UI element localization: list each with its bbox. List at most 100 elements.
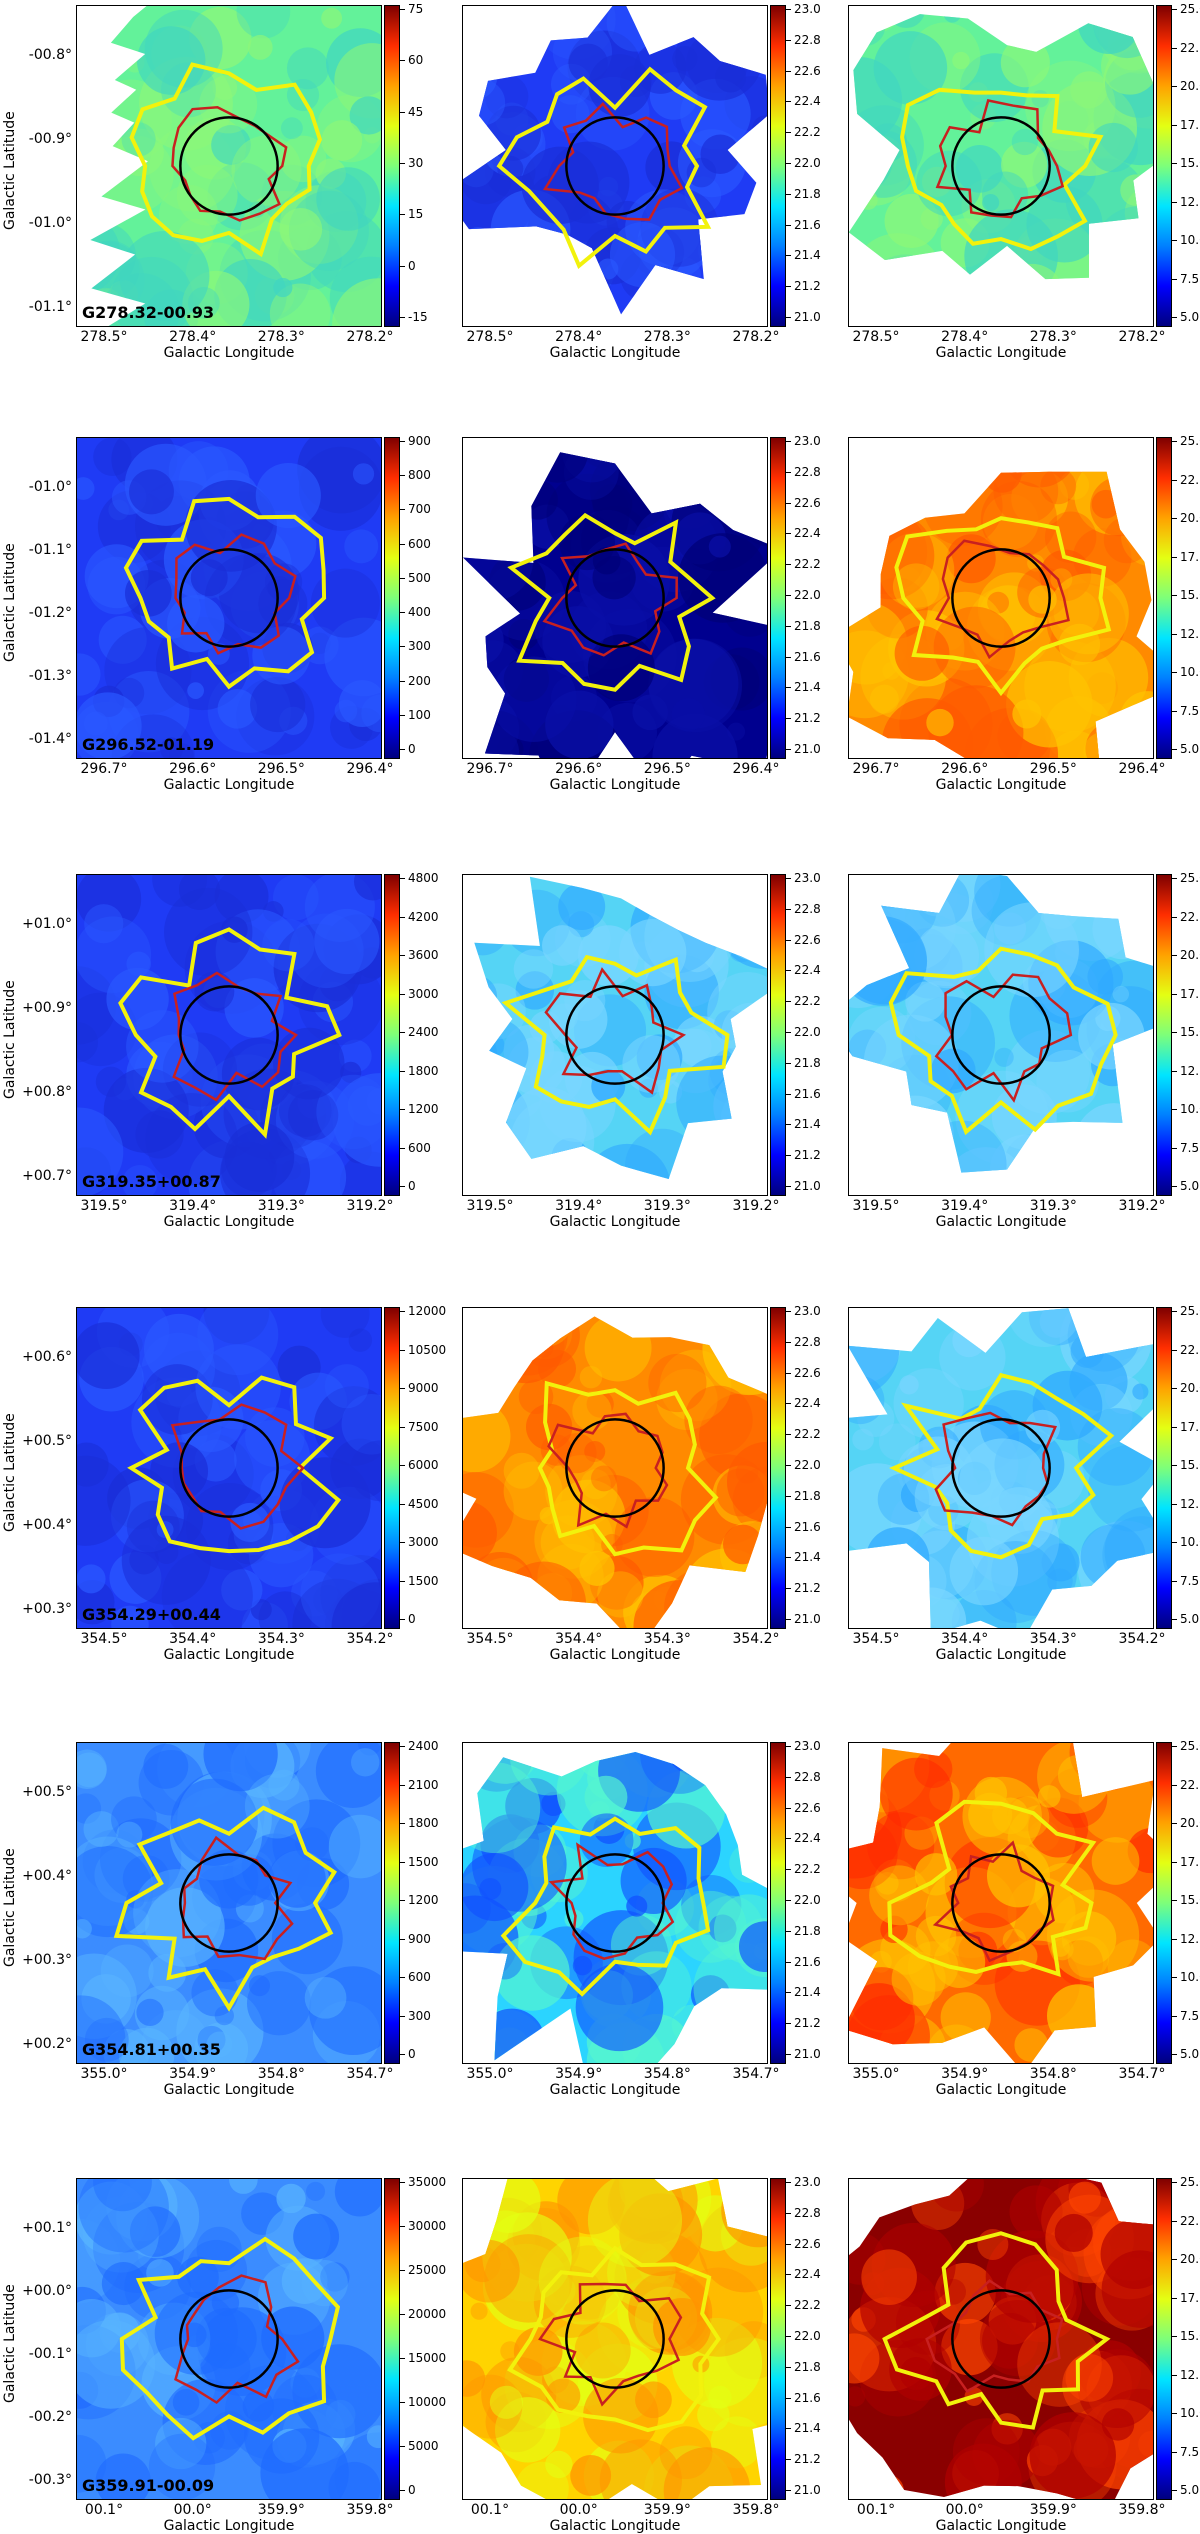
colorbar-tick-label: 1200 [400,1893,439,1907]
x-tick-label: 354.7° [732,2066,780,2082]
colorbar-tick-label: 21.6 [786,2390,821,2405]
colorbar-tick-label: 21.8 [786,618,821,633]
colorbar-tick-label: 25000 [399,2263,447,2277]
y-tick-label: -01.1° [28,542,72,558]
colorbar-tick-label: 10.0 [1172,234,1200,246]
x-tick-label: 00.0° [173,2502,212,2518]
colorbar-tick-label: 21.2 [786,2016,821,2031]
contour-red [542,542,678,657]
map-panel: 25.0 22.5 20.0 17.5 15.0 12.5 10.0 7.5 5.0 319.5°… [848,872,1200,1230]
x-tick-label: 319.4° [555,1198,603,1214]
colorbar-tick-label: 7.5 [1171,1573,1200,1588]
colorbar-tick-label: 23.0 [786,1739,821,1753]
x-tick-label: 359.8° [346,2502,394,2518]
contour-yellow [500,1816,711,1997]
colorbar-tick-label: 2400 [400,1025,439,1039]
map-svg [77,1308,381,1628]
x-tick-label: 278.2° [732,329,780,345]
colorbar-tick-label: 4200 [400,909,439,924]
colorbar-tick-label: 600 [400,1140,431,1155]
colorbar [770,1307,786,1629]
x-tick-label: 296.6° [555,761,603,777]
x-tick-label: 354.4° [169,1631,217,1647]
colorbar-tick-label: -15 [400,310,428,324]
x-tick-label: 355.0° [80,2066,128,2082]
x-tick-label: 278.5° [852,329,900,345]
plot-area [462,1742,768,2064]
map-svg [849,875,1153,1173]
colorbar-tick-label: 500 [400,570,431,585]
contour-yellow [129,62,323,258]
colorbar-tick-label: 22.5 [1172,1344,1200,1356]
plot-area [848,1307,1154,1629]
colorbar-tick-label: 0 [400,1612,416,1626]
colorbar-tick-label: 22.2 [786,557,821,572]
x-tick-label: 354.3° [1029,1631,1077,1647]
colorbar-tick-label: 20.0 [1172,80,1200,92]
aperture-circle [179,985,279,1085]
colorbar-tick-label: 20.0 [1172,1382,1200,1394]
colorbar-tick-label: 5.0 [1171,1612,1200,1626]
map-image [77,438,381,758]
colorbar-tick-label: 21.2 [786,711,821,726]
colorbar-tick-label: 22.6 [786,932,821,947]
colorbar-tick-label: 22.0 [786,2329,821,2343]
colorbar-tick-label: 20.0 [1172,949,1200,961]
x-tick-label: 296.6° [941,761,989,777]
colorbar-tick-label: 10.0 [1172,1103,1200,1115]
colorbar-tick-label: 17.5 [1172,1856,1200,1868]
x-tick-label: 354.5° [852,1631,900,1647]
colorbar-tick-label: 21.0 [786,2047,821,2061]
y-tick-label: -00.3° [28,2472,72,2488]
colorbar-tick-label: 21.4 [786,248,821,263]
aperture-circle [179,1418,279,1518]
x-tick-label: 359.9° [1029,2502,1077,2518]
y-tick-label: +00.9° [22,1000,72,1016]
map-image [849,14,1153,280]
colorbar-tick-label: 12000 [399,1304,447,1318]
colorbar-tick-label: 21.2 [786,279,821,294]
colorbar-tick-label: 22.2 [786,994,821,1009]
map-panel: 25.0 22.5 20.0 17.5 15.0 12.5 10.0 7.5 5.0 354.5°… [848,1305,1200,1663]
plot-area [76,437,382,759]
contour-red [935,99,1065,219]
x-tick-label: 319.3° [257,1198,305,1214]
colorbar-tick-label: 22.4 [786,2267,821,2282]
y-axis-label: Galactic Latitude [2,111,18,230]
plot-area [76,1307,382,1629]
x-tick-label: 354.4° [555,1631,603,1647]
colorbar-tick-label: 3600 [400,948,439,962]
colorbar-tick-label: 21.2 [786,1148,821,1163]
colorbar-tick-label: 900 [400,434,431,448]
x-tick-label: 319.3° [1029,1198,1077,1214]
colorbar [770,5,786,327]
colorbar-tick-label: 15.0 [1172,157,1200,169]
colorbar-tick-label: 22.8 [786,32,821,47]
aperture-circle [951,1418,1051,1518]
aperture-circle [565,1853,665,1953]
colorbar-tick-label: 0 [400,2483,416,2497]
colorbar-tick-label: 800 [400,468,431,483]
colorbar-tick-label: 15.0 [1172,1894,1200,1906]
colorbar-tick-label: 25.0 [1172,435,1200,447]
colorbar-tick-label: 12.5 [1172,1498,1200,1510]
colorbar-tick-label: 22.4 [786,94,821,109]
x-axis-label: Galactic Longitude [549,1647,681,1663]
colorbar [1156,1742,1172,2064]
colorbar-tick-label: 400 [400,605,431,620]
map-image [849,471,1153,758]
map-panel: 23.0 22.8 22.6 22.4 22.2 22.0 21.8 21.6 21.4 21.2… [462,872,821,1230]
colorbar-tick-label: 12.5 [1172,196,1200,208]
y-tick-label: -01.3° [28,668,72,684]
x-axis-label: Galactic Longitude [549,2082,681,2098]
x-axis-label: Galactic Longitude [163,345,295,361]
colorbar-tick-label: 22.0 [786,1025,821,1039]
map-panel: 23.0 22.8 22.6 22.4 22.2 22.0 21.8 21.6 21.4 21.2… [462,2176,821,2534]
contour-yellow [882,2231,1111,2430]
colorbar-tick-label: 0 [400,742,416,756]
colorbar-tick-label: 300 [400,2008,431,2023]
map-svg [463,1316,767,1628]
plot-area [76,874,382,1196]
contour-yellow [501,954,730,1136]
map-image [77,1308,381,1628]
